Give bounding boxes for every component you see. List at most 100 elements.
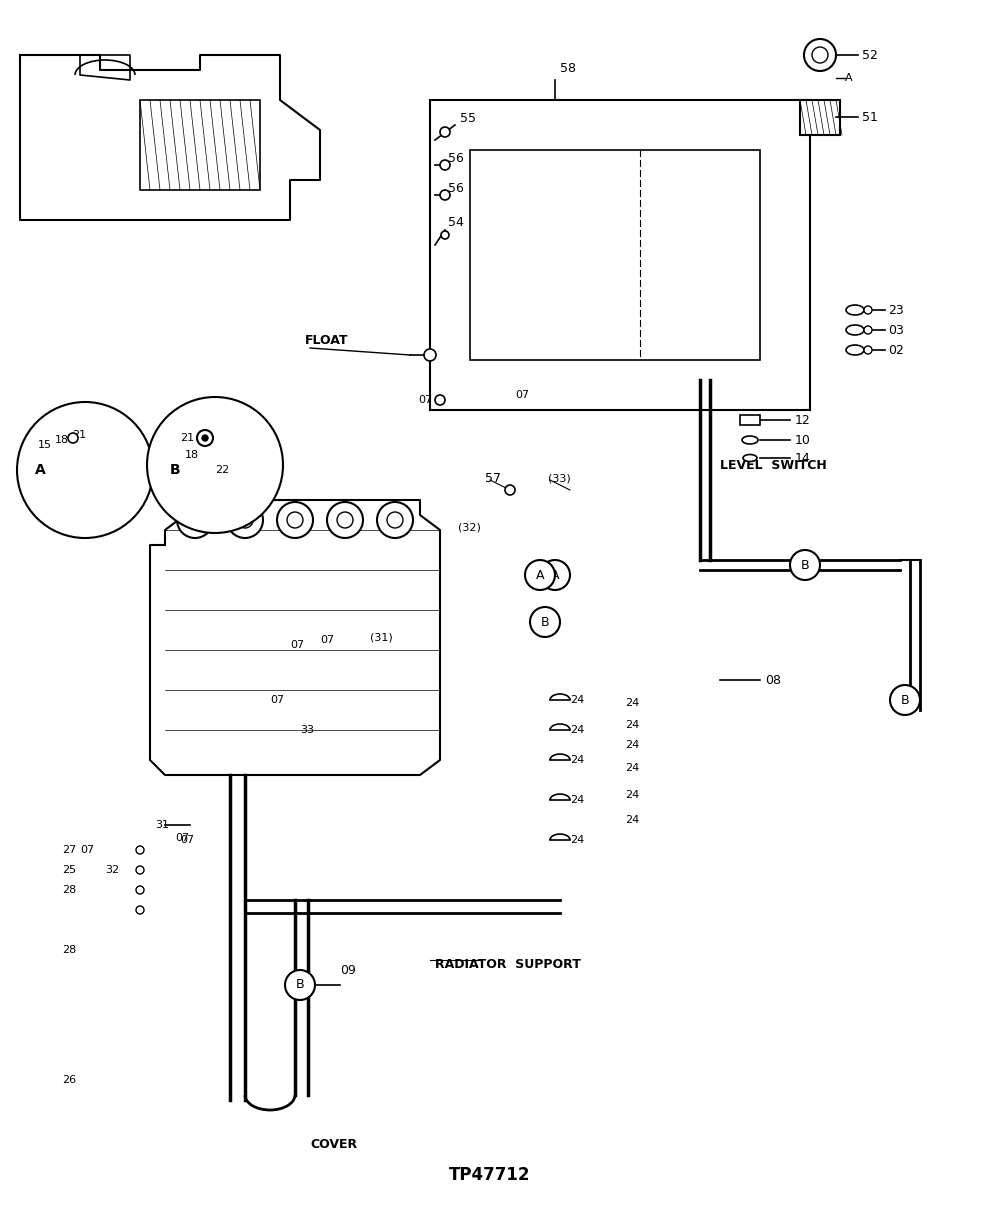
Circle shape <box>136 906 144 914</box>
Circle shape <box>505 485 515 495</box>
Text: A: A <box>536 569 545 582</box>
Text: 09: 09 <box>340 964 356 976</box>
Circle shape <box>890 685 920 715</box>
Text: 24: 24 <box>570 755 584 765</box>
Text: 58: 58 <box>560 61 576 75</box>
Text: 24: 24 <box>570 835 584 845</box>
Text: RADIATOR  SUPPORT: RADIATOR SUPPORT <box>435 959 581 971</box>
Circle shape <box>136 885 144 894</box>
Text: 03: 03 <box>888 323 904 336</box>
Bar <box>430 99 810 410</box>
Circle shape <box>337 512 353 528</box>
Circle shape <box>525 560 555 589</box>
Text: 28: 28 <box>62 885 76 895</box>
Text: A: A <box>35 463 46 476</box>
Text: 07: 07 <box>290 640 305 650</box>
Bar <box>740 415 760 425</box>
Ellipse shape <box>846 345 864 355</box>
Circle shape <box>285 970 315 1000</box>
Text: (31): (31) <box>370 632 393 642</box>
Ellipse shape <box>846 325 864 335</box>
Text: 07: 07 <box>80 845 94 855</box>
Ellipse shape <box>846 305 864 316</box>
Text: B: B <box>296 979 305 991</box>
Text: 32: 32 <box>105 865 119 876</box>
Text: FLOAT: FLOAT <box>305 334 348 346</box>
Text: 57: 57 <box>485 472 501 485</box>
Text: 15: 15 <box>38 440 52 449</box>
Text: 07: 07 <box>320 635 334 645</box>
Circle shape <box>812 47 828 63</box>
Bar <box>470 150 760 360</box>
Text: (33): (33) <box>548 473 570 483</box>
Circle shape <box>237 512 253 528</box>
Text: 33: 33 <box>300 725 314 736</box>
Circle shape <box>327 502 363 538</box>
Text: 24: 24 <box>625 720 639 729</box>
Circle shape <box>440 190 450 200</box>
Text: 07: 07 <box>270 695 284 705</box>
Text: 24: 24 <box>625 740 639 750</box>
Circle shape <box>424 349 436 361</box>
Text: TP47712: TP47712 <box>449 1167 531 1184</box>
Text: 24: 24 <box>625 790 639 799</box>
Circle shape <box>202 435 208 441</box>
Bar <box>800 99 840 135</box>
Text: 14: 14 <box>795 452 810 464</box>
Text: 51: 51 <box>862 111 878 124</box>
Text: 24: 24 <box>625 763 639 772</box>
Text: 07: 07 <box>515 391 529 400</box>
Text: LEVEL  SWITCH: LEVEL SWITCH <box>720 458 826 472</box>
Circle shape <box>147 397 283 533</box>
Circle shape <box>864 346 872 354</box>
Text: 22: 22 <box>215 465 229 475</box>
Text: B: B <box>541 615 550 629</box>
Text: 56: 56 <box>448 182 464 194</box>
Text: 07: 07 <box>180 835 194 845</box>
Circle shape <box>17 402 153 538</box>
Circle shape <box>530 607 560 637</box>
Text: 24: 24 <box>625 815 639 825</box>
Text: 27: 27 <box>62 845 76 855</box>
Text: (32): (32) <box>458 522 481 532</box>
Text: 21: 21 <box>180 433 194 443</box>
Ellipse shape <box>742 436 758 445</box>
Text: 26: 26 <box>62 1074 76 1086</box>
Bar <box>190 456 220 467</box>
Circle shape <box>197 430 213 446</box>
Circle shape <box>187 512 203 528</box>
Circle shape <box>287 512 303 528</box>
Ellipse shape <box>743 454 757 462</box>
Text: B: B <box>901 694 910 706</box>
Circle shape <box>387 512 403 528</box>
Text: 18: 18 <box>55 435 69 445</box>
Circle shape <box>440 160 450 169</box>
Circle shape <box>790 550 820 580</box>
Text: COVER: COVER <box>310 1138 357 1152</box>
Text: 24: 24 <box>570 725 584 736</box>
Circle shape <box>864 306 872 314</box>
Text: 18: 18 <box>185 449 199 460</box>
Text: 23: 23 <box>888 303 904 317</box>
Circle shape <box>864 325 872 334</box>
Circle shape <box>136 846 144 853</box>
Circle shape <box>68 433 78 443</box>
Text: 07: 07 <box>175 833 189 842</box>
Text: 52: 52 <box>862 48 878 61</box>
Circle shape <box>277 502 313 538</box>
Text: A: A <box>551 569 559 582</box>
Text: 28: 28 <box>62 946 76 955</box>
Text: 24: 24 <box>570 695 584 705</box>
Circle shape <box>136 866 144 874</box>
Text: 08: 08 <box>765 673 781 686</box>
Circle shape <box>227 502 263 538</box>
Text: 07: 07 <box>418 395 433 405</box>
Circle shape <box>377 502 413 538</box>
Circle shape <box>435 395 445 405</box>
Bar <box>60 456 85 473</box>
Bar <box>140 99 260 190</box>
Circle shape <box>441 231 449 239</box>
Text: B: B <box>170 463 181 476</box>
Circle shape <box>540 560 570 589</box>
Text: 12: 12 <box>795 414 810 426</box>
